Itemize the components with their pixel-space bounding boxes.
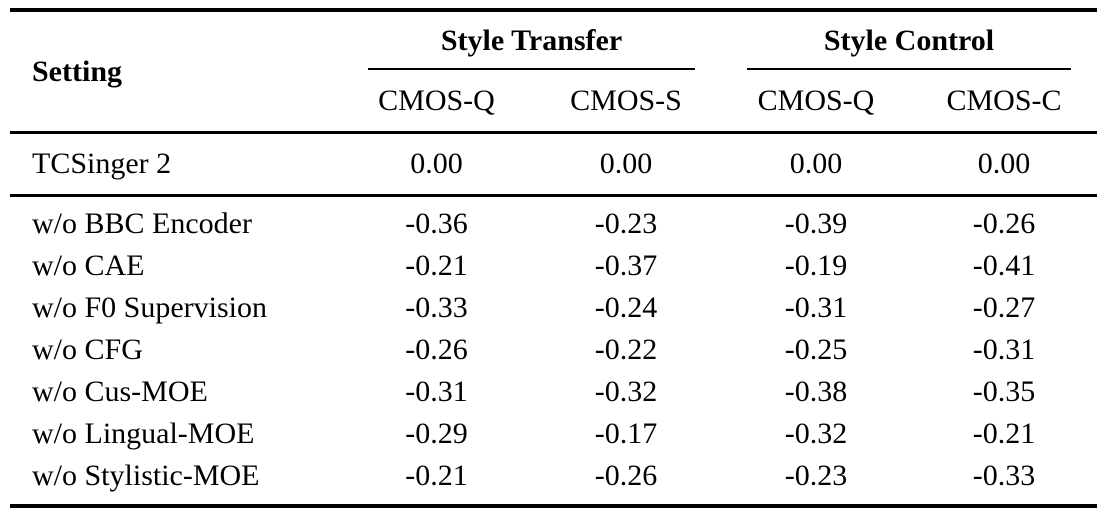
value-cell: -0.21 — [405, 459, 468, 492]
value-cell: -0.23 — [594, 207, 658, 240]
value-cell: 0.00 — [721, 132, 911, 197]
value-cell: -0.37 — [594, 249, 658, 282]
value-cell: -0.35 — [972, 375, 1036, 408]
value-cell: -0.33 — [972, 459, 1036, 492]
value-cell: -0.26 — [594, 459, 658, 492]
ablation-results-table: Setting Style Transfer Style Control CMO… — [10, 8, 1097, 508]
value-cell: -0.26 — [405, 333, 468, 366]
value-cell: -0.32 — [784, 417, 848, 450]
setting-cell: w/o Stylistic-MOE — [32, 459, 260, 492]
setting-cell: w/o F0 Supervision — [32, 291, 268, 324]
value-cell: -0.19 — [784, 249, 848, 282]
value-cell: 0.00 — [911, 132, 1097, 197]
value-cell: -0.32 — [594, 375, 658, 408]
value-cell: -0.27 — [972, 291, 1036, 324]
subcolumn-header-sc-cmos-q: CMOS-Q — [721, 70, 911, 134]
value-cell: -0.33 — [405, 291, 468, 324]
setting-cell: w/o Cus-MOE — [32, 375, 208, 408]
value-cell: -0.25 — [784, 333, 848, 366]
setting-cell: w/o Lingual-MOE — [32, 417, 255, 450]
group-header-style-control: Style Control — [721, 10, 1097, 70]
table-row-baseline: TCSinger 2 0.00 0.00 0.00 0.00 — [10, 132, 1097, 197]
value-cell: -0.21 — [972, 417, 1036, 450]
value-cell: -0.39 — [784, 207, 848, 240]
value-cell: -0.26 — [972, 207, 1036, 240]
table-row: w/o Cus-MOE -0.31 -0.32 -0.38 -0.35 — [10, 371, 1097, 413]
value-cell: -0.22 — [594, 333, 658, 366]
value-cell: -0.29 — [405, 417, 468, 450]
value-cell: -0.23 — [784, 459, 848, 492]
value-cell: -0.31 — [972, 333, 1036, 366]
table-row: w/o CFG -0.26 -0.22 -0.25 -0.31 — [10, 329, 1097, 371]
subcolumn-header-row: CMOS-Q CMOS-S CMOS-Q CMOS-C — [10, 70, 1097, 134]
value-cell: -0.38 — [784, 375, 848, 408]
value-cell: -0.31 — [405, 375, 468, 408]
table-row: w/o F0 Supervision -0.33 -0.24 -0.31 -0.… — [10, 287, 1097, 329]
group-header-row: Setting Style Transfer Style Control — [10, 10, 1097, 134]
table-row: w/o Lingual-MOE -0.29 -0.17 -0.32 -0.21 — [10, 413, 1097, 455]
value-cell: -0.24 — [594, 291, 658, 324]
value-cell: 0.00 — [531, 132, 721, 197]
subcolumn-header-st-cmos-q: CMOS-Q — [342, 70, 531, 134]
setting-cell: w/o CAE — [32, 249, 145, 282]
value-cell: 0.00 — [342, 132, 531, 197]
table-row: w/o CAE -0.21 -0.37 -0.19 -0.41 — [10, 245, 1097, 287]
table-row: w/o BBC Encoder -0.36 -0.23 -0.39 -0.26 — [10, 196, 1097, 246]
table-row: w/o Stylistic-MOE -0.21 -0.26 -0.23 -0.3… — [10, 455, 1097, 506]
value-cell: -0.21 — [405, 249, 468, 282]
subcolumn-header-sc-cmos-c: CMOS-C — [911, 70, 1097, 134]
setting-cell: w/o CFG — [32, 333, 143, 366]
value-cell: -0.36 — [405, 207, 468, 240]
subcolumn-header-st-cmos-s: CMOS-S — [531, 70, 721, 134]
value-cell: -0.41 — [972, 249, 1036, 282]
value-cell: -0.17 — [594, 417, 658, 450]
setting-column-header: Setting — [10, 10, 342, 134]
setting-cell: w/o BBC Encoder — [32, 207, 252, 240]
group-header-style-transfer: Style Transfer — [342, 10, 721, 70]
value-cell: -0.31 — [784, 291, 848, 324]
setting-cell: TCSinger 2 — [10, 132, 342, 197]
